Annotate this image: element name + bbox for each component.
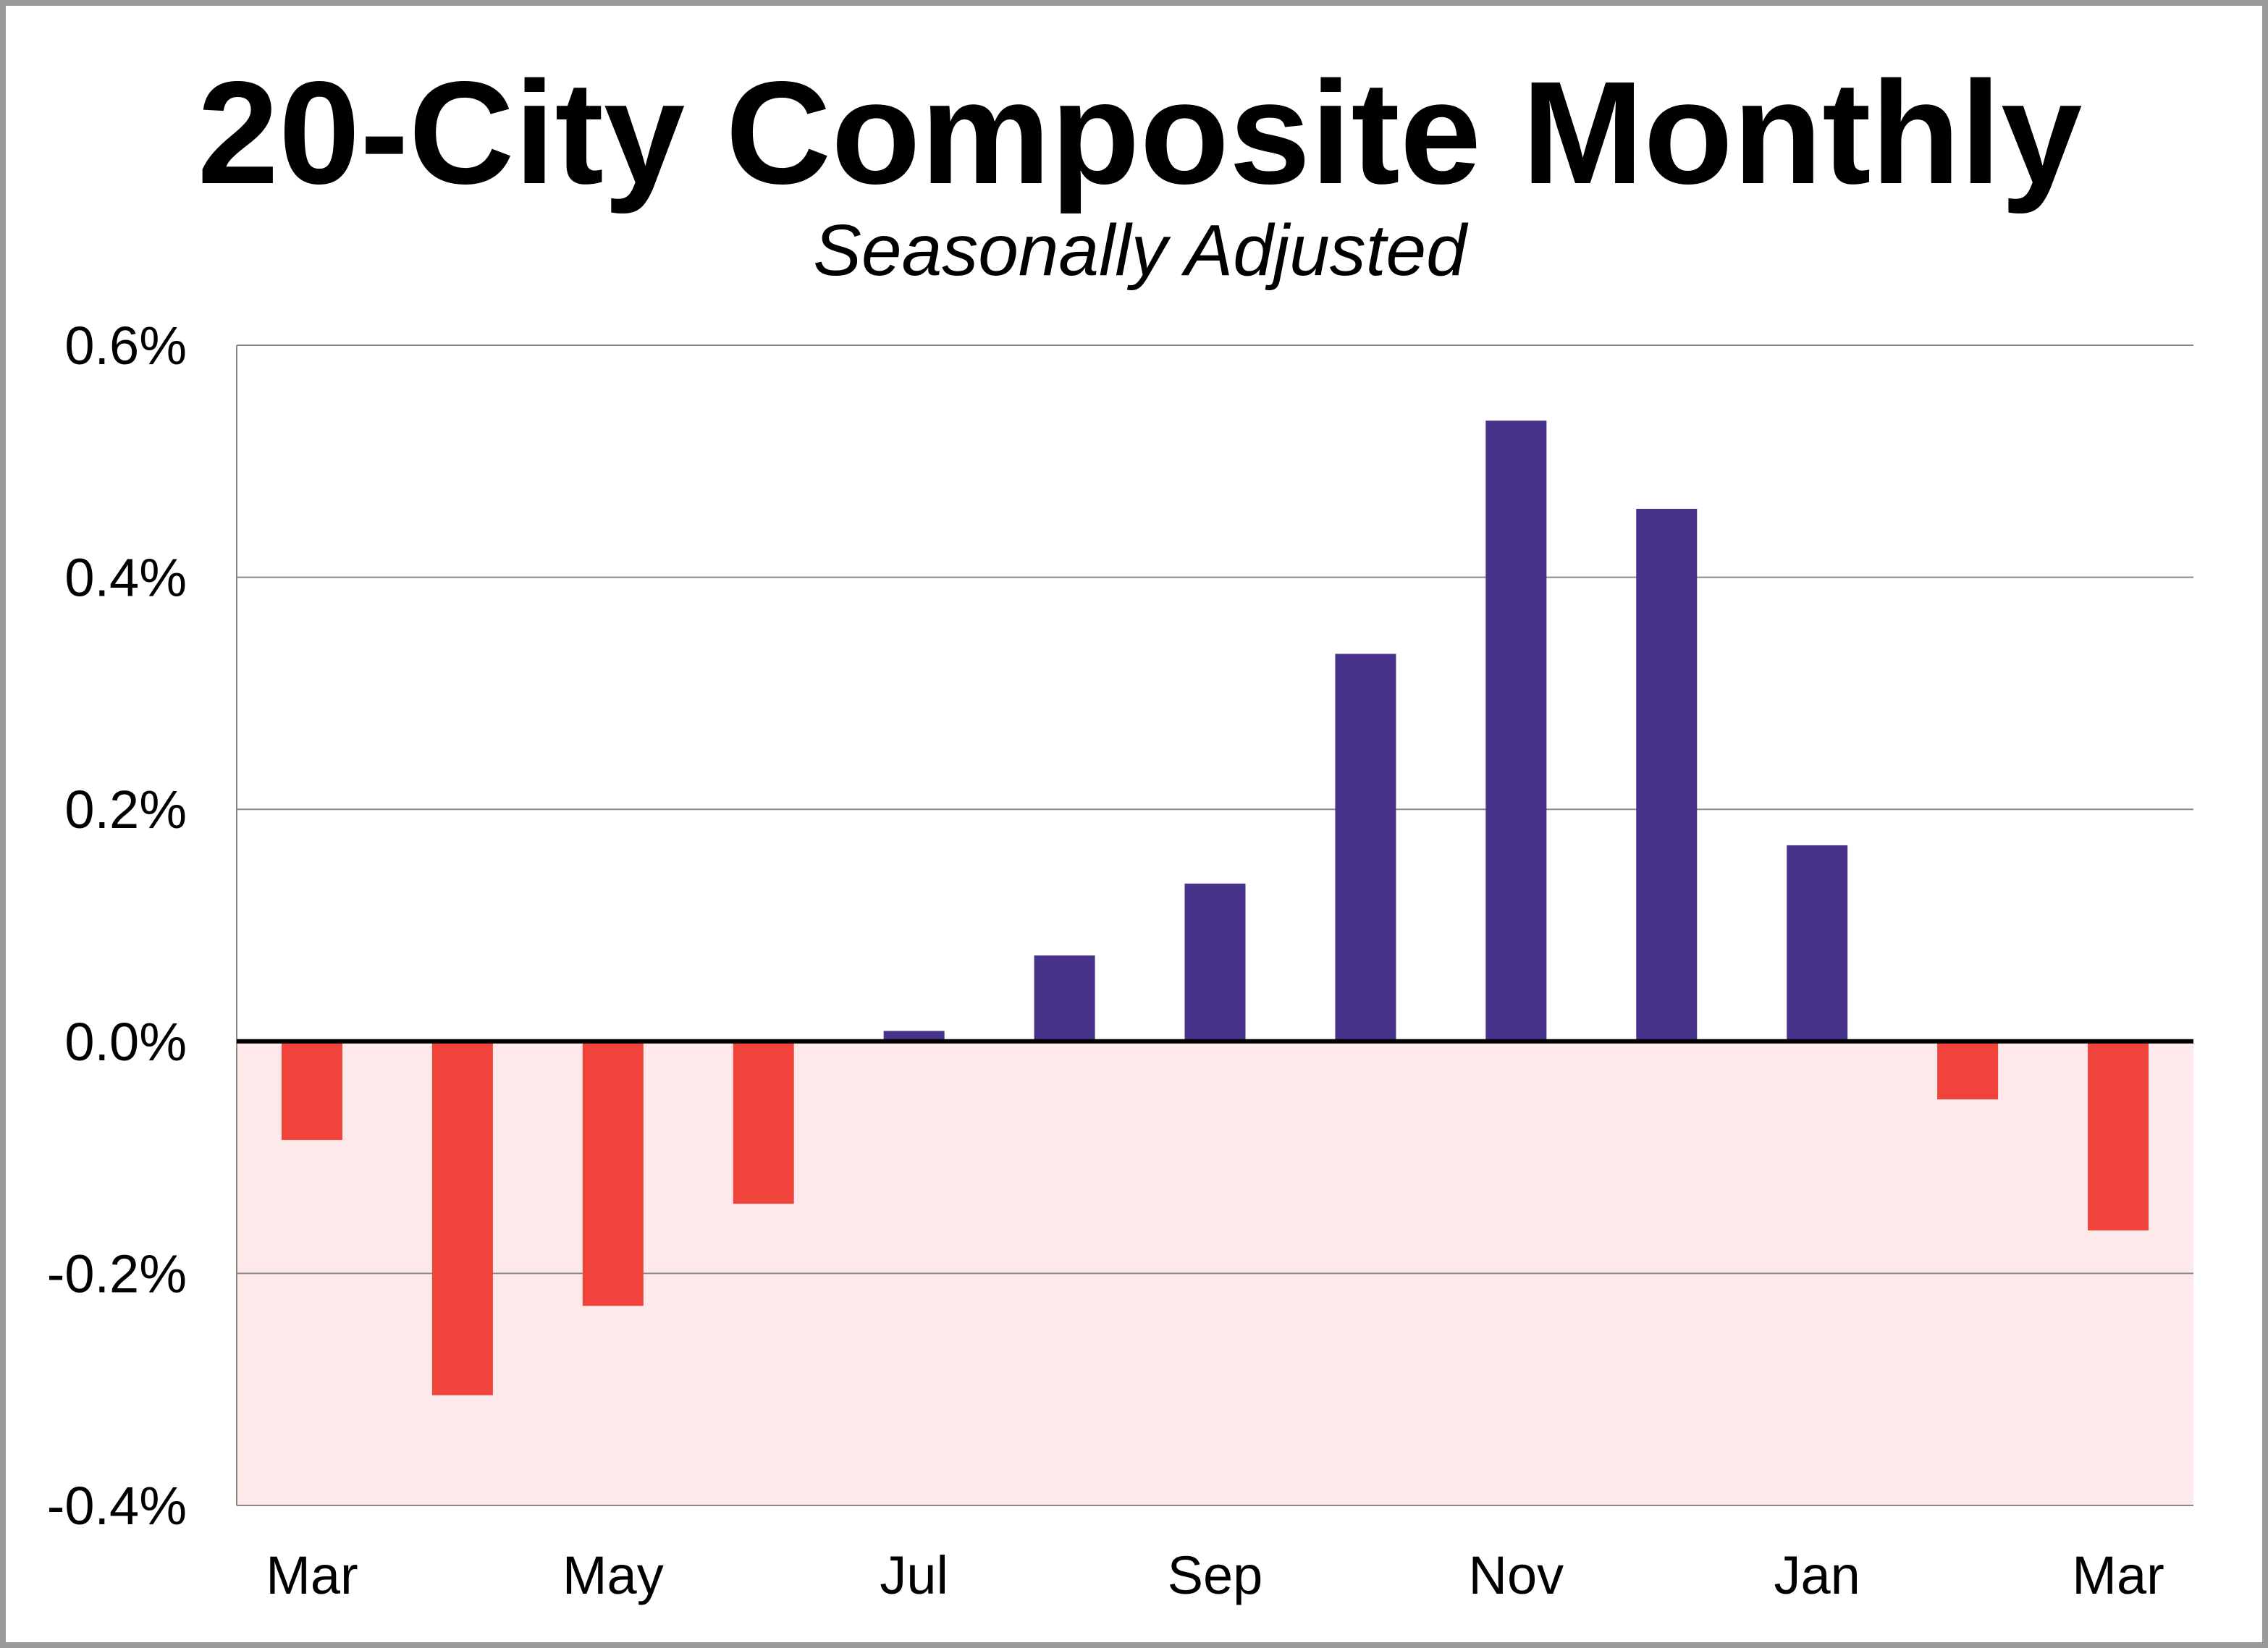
- y-axis-ticks: 0.6% 0.4% 0.2% 0.0% -0.2% -0.4%: [47, 316, 187, 1536]
- bar-9-nov: [1485, 421, 1547, 1041]
- y-tick-label: -0.2%: [47, 1243, 187, 1303]
- bar-5-jul: [883, 1031, 945, 1041]
- axes: [236, 345, 2193, 1506]
- bar-11-jan: [1787, 845, 1848, 1041]
- y-tick-label: 0.0%: [64, 1012, 187, 1072]
- y-tick-label: 0.4%: [64, 548, 187, 608]
- x-tick-label: Jan: [1774, 1545, 1860, 1605]
- bar-2-apr: [431, 1041, 493, 1395]
- bar-6-aug: [1034, 955, 1095, 1041]
- bar-4-jun: [733, 1041, 794, 1204]
- y-tick-label: 0.2%: [64, 779, 187, 840]
- x-tick-label: Mar: [266, 1545, 358, 1605]
- bar-3-may: [582, 1041, 644, 1306]
- chart-subtitle: Seasonally Adjusted: [813, 210, 1467, 291]
- x-tick-label: Nov: [1469, 1545, 1564, 1605]
- x-tick-label: Jul: [880, 1545, 948, 1605]
- bar-10-dec: [1636, 509, 1698, 1041]
- bar-8-oct: [1335, 654, 1396, 1041]
- y-tick-label: -0.4%: [47, 1476, 187, 1536]
- bar-12-feb: [1937, 1041, 1999, 1099]
- bar-13-mar: [2088, 1041, 2149, 1231]
- x-tick-label: Mar: [2072, 1545, 2164, 1605]
- bar-1-mar: [281, 1041, 342, 1141]
- x-tick-label: Sep: [1168, 1545, 1263, 1605]
- x-tick-label: May: [562, 1545, 664, 1605]
- chart-title: 20-City Composite Monthly: [197, 51, 2083, 214]
- y-tick-label: 0.6%: [64, 316, 187, 376]
- bars: [281, 421, 2149, 1395]
- x-axis-ticks: Mar May Jul Sep Nov Jan Mar: [266, 1545, 2164, 1605]
- bar-7-sep: [1184, 883, 1246, 1041]
